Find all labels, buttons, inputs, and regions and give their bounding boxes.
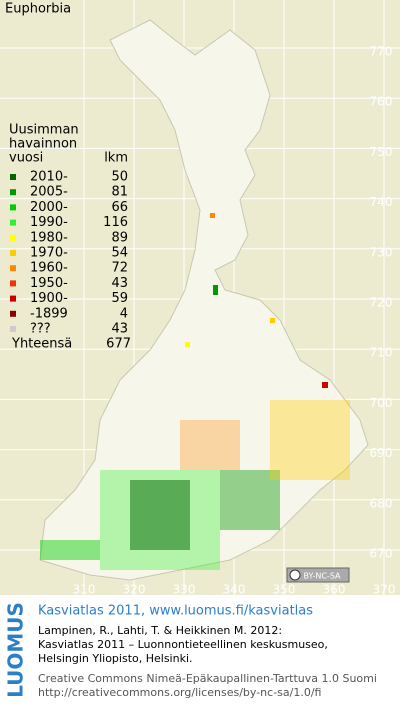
legend-swatch	[10, 265, 16, 272]
legend-label: 1900-	[30, 291, 68, 306]
x-tick-label: 370	[373, 583, 396, 597]
legend-swatch	[10, 326, 16, 332]
y-tick-label: 750	[370, 145, 393, 159]
legend-heading: havainnon	[9, 137, 77, 152]
finland-outline	[39, 19, 369, 581]
y-tick-label: 740	[370, 195, 393, 209]
license-badge: BY-NC-SA	[286, 567, 350, 583]
map-title: Euphorbia	[5, 2, 71, 17]
legend-label: 1990-	[30, 215, 68, 230]
legend-count: 43	[111, 276, 128, 291]
legend-count: 116	[103, 215, 128, 230]
observation-square	[322, 382, 328, 388]
legend-label: ???	[30, 322, 51, 337]
y-tick-label: 700	[370, 396, 393, 410]
legend-count: 89	[111, 230, 128, 245]
legend-count: 66	[111, 200, 128, 215]
legend-swatch	[10, 204, 16, 211]
x-tick-label: 340	[223, 583, 246, 597]
y-tick-label: 760	[370, 95, 393, 109]
legend-heading: vuosi	[9, 151, 43, 166]
y-tick-label: 670	[370, 547, 393, 561]
observation-square	[210, 213, 215, 218]
legend-total: 677	[106, 337, 131, 352]
observation-squares	[40, 213, 350, 570]
y-tick-label: 770	[370, 45, 393, 59]
legend-swatch	[10, 219, 16, 226]
legend-count: 72	[111, 261, 128, 276]
citation-line: Kasviatlas 2011 – Luonnontieteellinen ke…	[38, 638, 328, 651]
legend-label: 1980-	[30, 230, 68, 245]
y-tick-label: 720	[370, 296, 393, 310]
legend-swatch	[10, 189, 16, 196]
legend-count-heading: lkm	[104, 151, 128, 166]
citation-line: Lampinen, R., Lahti, T. & Heikkinen M. 2…	[38, 624, 282, 637]
observation-area	[40, 540, 100, 560]
legend-label: 1970-	[30, 246, 68, 261]
legend-label: 1950-	[30, 276, 68, 291]
x-tick-label: 310	[73, 583, 96, 597]
x-tick-label: 350	[273, 583, 296, 597]
legend-count: 54	[111, 246, 128, 261]
legend-swatch	[10, 295, 16, 302]
observation-square	[213, 285, 218, 295]
observation-area	[220, 470, 280, 530]
license-badge-text: BY-NC-SA	[303, 572, 341, 581]
headline: Kasviatlas 2011, www.luomus.fi/kasviatla…	[38, 604, 313, 619]
legend-label: 2010-	[30, 170, 68, 185]
citation-line: Helsingin Yliopisto, Helsinki.	[38, 652, 193, 665]
x-tick-label: 330	[173, 583, 196, 597]
legend-label: 2000-	[30, 200, 68, 215]
observation-square	[270, 318, 275, 323]
legend-label: 1960-	[30, 261, 68, 276]
observation-area	[270, 400, 350, 480]
y-tick-label: 710	[370, 346, 393, 360]
observation-square	[185, 342, 190, 347]
license-line: Creative Commons Nimeä-Epäkaupallinen-Ta…	[38, 672, 377, 685]
legend-count: 50	[111, 170, 128, 185]
y-tick-label: 730	[370, 245, 393, 259]
legend-total-label: Yhteensä	[11, 337, 72, 352]
observation-area	[180, 420, 240, 470]
y-tick-label: 690	[370, 446, 393, 460]
x-tick-label: 360	[323, 583, 346, 597]
legend-label: 2005-	[30, 185, 68, 200]
legend-count: 43	[111, 322, 128, 337]
legend-count: 59	[111, 291, 128, 306]
legend-count: 4	[120, 306, 128, 321]
legend-swatch	[10, 250, 16, 256]
x-tick-label: 320	[123, 583, 146, 597]
license-line: http://creativecommons.org/licenses/by-n…	[38, 686, 321, 699]
y-tick-label: 680	[370, 496, 393, 510]
observation-area	[130, 480, 190, 550]
legend-swatch	[10, 234, 16, 241]
legend-heading: Uusimman	[9, 123, 79, 138]
legend-swatch	[10, 174, 16, 180]
legend-label: -1899	[30, 306, 68, 321]
legend-count: 81	[111, 185, 128, 200]
legend-swatch	[10, 280, 16, 287]
legend-swatch	[10, 310, 16, 317]
brand: LUOMUS	[4, 602, 28, 698]
